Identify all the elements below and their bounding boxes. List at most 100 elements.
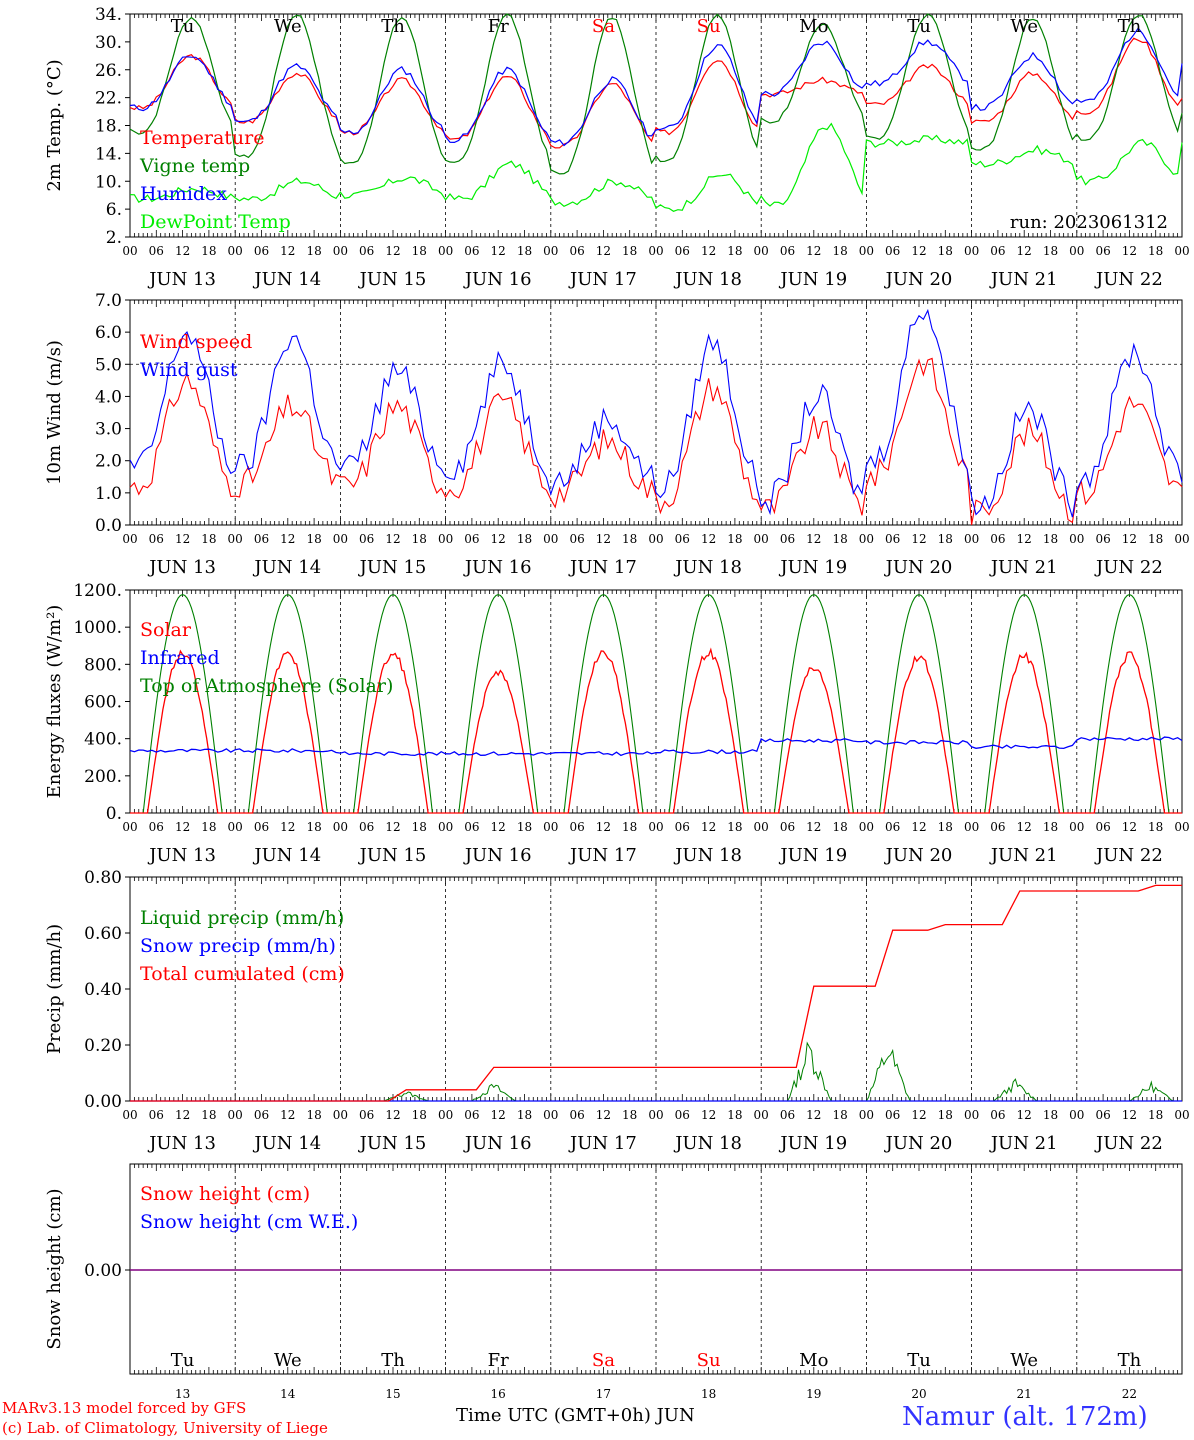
legend-entry: Snow height (cm W.E.) <box>140 1211 358 1233</box>
hour-tick-label: 00 <box>648 820 663 834</box>
hour-tick-label: 00 <box>333 532 348 546</box>
date-label: JUN 16 <box>463 269 532 290</box>
day-number-label: 17 <box>596 1387 611 1401</box>
hour-tick-label: 18 <box>1043 244 1058 258</box>
hour-tick-label: 12 <box>806 820 821 834</box>
y-tick-label: 0.00 <box>84 1261 122 1281</box>
energy-flux-panel: Energy fluxes (W/m²) 00 06 12 18 JUN 13 00 06 12… <box>44 581 1190 866</box>
hour-tick-label: 00 <box>1069 820 1084 834</box>
y-tick-label: 30. <box>95 33 122 53</box>
hour-tick-label: 18 <box>412 244 427 258</box>
hour-tick-label: 00 <box>754 820 769 834</box>
weekday-label: Su <box>697 1350 721 1371</box>
hour-tick-label: 00 <box>754 532 769 546</box>
copyright-credit: (c) Lab. of Climatology, University of L… <box>2 1419 328 1437</box>
day-number-label: 19 <box>806 1387 821 1401</box>
hour-tick-label: 00 <box>122 820 137 834</box>
legend-entry: Infrared <box>140 647 220 669</box>
y-tick-label: 3.0 <box>95 420 122 440</box>
precip-panel: Precip (mm/h) 00 06 12 18 JUN 13 00 06 12 18 JUN 1… <box>44 868 1190 1154</box>
temperature-panel: 2m Temp. (°C) 00 06 12 18 JUN 13 00 06 12 18 JUN 1… <box>44 5 1190 290</box>
hour-tick-label: 12 <box>911 820 926 834</box>
hour-tick-label: 00 <box>122 532 137 546</box>
snow-panel: Snow height (cm) 0.00 Snow height (cm) Snow… <box>44 1163 1183 1401</box>
y-tick-label: 1.0 <box>95 484 122 504</box>
hour-tick-label: 12 <box>491 244 506 258</box>
hour-tick-label: 06 <box>885 1108 900 1122</box>
legend-entry: Solar <box>140 619 192 641</box>
date-label: JUN 14 <box>252 1133 321 1154</box>
day-number-label: 18 <box>701 1387 716 1401</box>
hour-tick-label: 00 <box>1069 532 1084 546</box>
hour-tick-label: 12 <box>1017 532 1032 546</box>
weekday-label: Th <box>381 16 405 37</box>
hour-tick-label: 12 <box>806 532 821 546</box>
date-label: JUN 16 <box>463 845 532 866</box>
hour-tick-label: 00 <box>228 532 243 546</box>
hour-tick-label: 18 <box>622 1108 637 1122</box>
hour-tick-label: 00 <box>1174 532 1189 546</box>
day-number-label: 13 <box>175 1387 190 1401</box>
hour-tick-label: 00 <box>438 532 453 546</box>
legend-entry: Humidex <box>140 183 227 205</box>
date-label: JUN 18 <box>673 269 742 290</box>
hour-tick-label: 18 <box>938 820 953 834</box>
y-tick-label: 400. <box>84 730 122 750</box>
hour-tick-label: 18 <box>938 532 953 546</box>
hour-tick-label: 06 <box>885 244 900 258</box>
date-label: JUN 19 <box>778 1133 847 1154</box>
y-tick-label: 1000. <box>73 618 122 638</box>
series-line-2 <box>129 736 1183 757</box>
hour-tick-label: 06 <box>1095 532 1110 546</box>
hour-tick-label: 12 <box>280 820 295 834</box>
weekday-label: Tu <box>907 16 931 37</box>
hour-tick-label: 06 <box>464 820 479 834</box>
hour-tick-label: 18 <box>832 244 847 258</box>
hour-tick-label: 06 <box>675 1108 690 1122</box>
hour-tick-label: 18 <box>412 1108 427 1122</box>
hour-tick-label: 12 <box>1017 820 1032 834</box>
weekday-label: Th <box>1118 16 1142 37</box>
series-line-2 <box>129 308 1183 518</box>
hour-tick-label: 00 <box>543 532 558 546</box>
hour-tick-label: 12 <box>175 244 190 258</box>
day-number-label: 16 <box>491 1387 506 1401</box>
weekday-label: Sa <box>592 1350 615 1371</box>
weekday-label: We <box>1010 16 1038 37</box>
hour-tick-label: 18 <box>622 532 637 546</box>
hour-tick-label: 00 <box>754 244 769 258</box>
hour-tick-label: 06 <box>149 532 164 546</box>
hour-tick-label: 18 <box>622 244 637 258</box>
hour-tick-label: 06 <box>1095 244 1110 258</box>
hour-tick-label: 18 <box>201 532 216 546</box>
hour-tick-label: 12 <box>701 244 716 258</box>
date-label: JUN 19 <box>778 845 847 866</box>
hour-tick-label: 18 <box>1148 820 1163 834</box>
date-label: JUN 17 <box>568 557 637 578</box>
day-number-label: 21 <box>1017 1387 1032 1401</box>
hour-tick-label: 00 <box>543 1108 558 1122</box>
hour-tick-label: 12 <box>701 532 716 546</box>
hour-tick-label: 00 <box>1174 1108 1189 1122</box>
weekday-label: Tu <box>907 1350 931 1371</box>
hour-tick-label: 00 <box>964 820 979 834</box>
hour-tick-label: 00 <box>333 820 348 834</box>
y-tick-label: 1200. <box>73 581 122 601</box>
hour-tick-label: 18 <box>1043 532 1058 546</box>
hour-tick-label: 18 <box>727 532 742 546</box>
hour-tick-label: 18 <box>727 244 742 258</box>
hour-tick-label: 18 <box>201 1108 216 1122</box>
weekday-label: Th <box>1118 1350 1142 1371</box>
legend-entry: Liquid precip (mm/h) <box>140 907 344 929</box>
hour-tick-label: 12 <box>806 244 821 258</box>
plot-frame <box>129 13 1183 238</box>
legend-entry: DewPoint Temp <box>140 211 291 233</box>
hour-tick-label: 06 <box>885 532 900 546</box>
hour-tick-label: 18 <box>1148 244 1163 258</box>
hour-tick-label: 00 <box>648 1108 663 1122</box>
legend-entry: Snow height (cm) <box>140 1183 310 1205</box>
hour-tick-label: 12 <box>491 820 506 834</box>
weekday-label: Tu <box>171 1350 195 1371</box>
hour-tick-label: 06 <box>464 532 479 546</box>
hour-tick-label: 18 <box>832 1108 847 1122</box>
